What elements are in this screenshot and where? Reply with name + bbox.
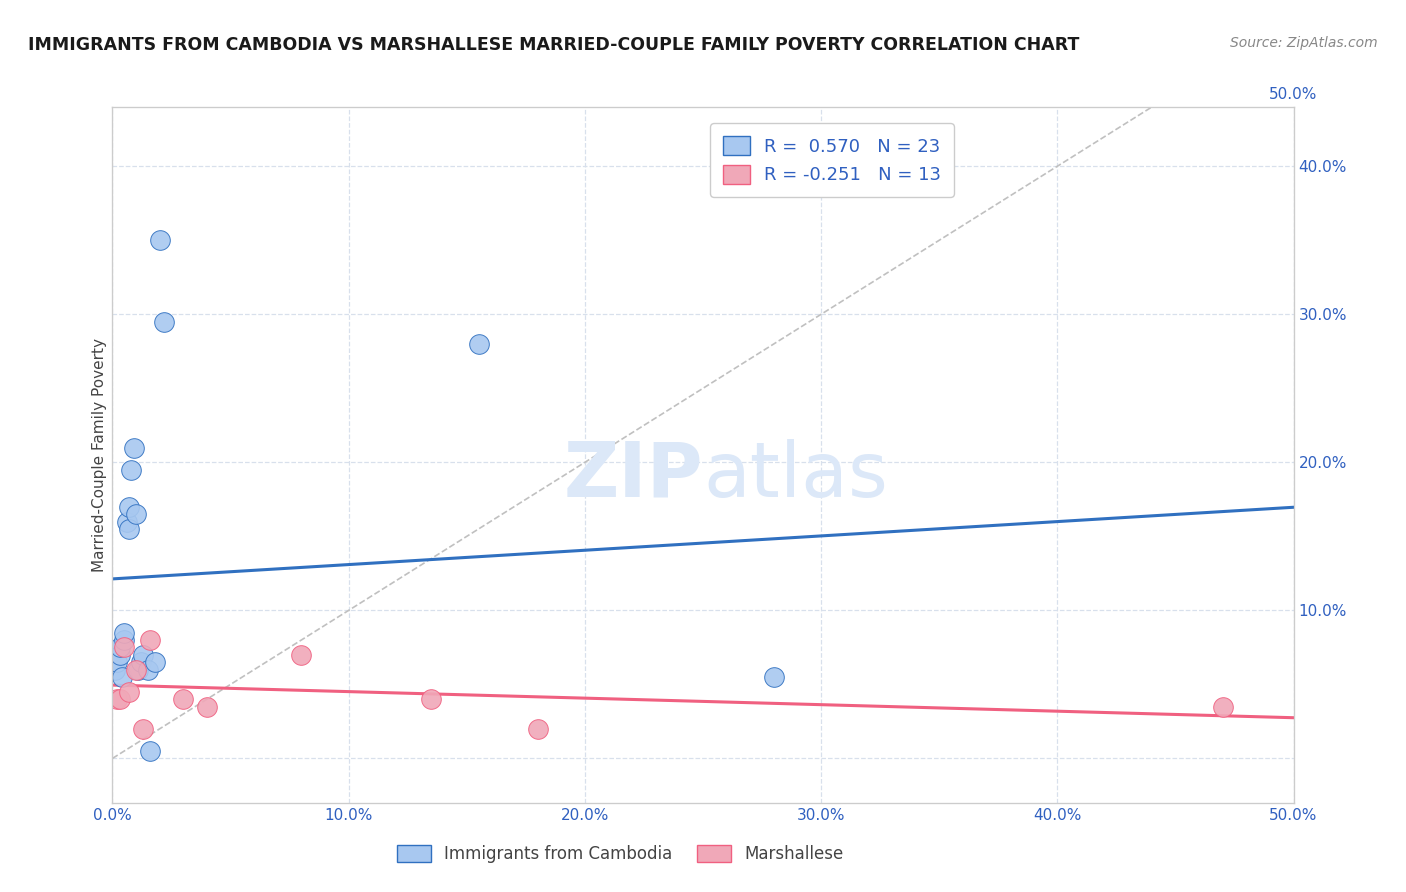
- Point: [149, 233, 172, 247]
- Point: [129, 655, 152, 669]
- Point: [111, 670, 134, 684]
- Point: [290, 648, 312, 662]
- Point: [172, 692, 194, 706]
- Text: IMMIGRANTS FROM CAMBODIA VS MARSHALLESE MARRIED-COUPLE FAMILY POVERTY CORRELATIO: IMMIGRANTS FROM CAMBODIA VS MARSHALLESE …: [28, 36, 1080, 54]
- Point: [108, 692, 131, 706]
- Point: [105, 692, 128, 706]
- Point: [467, 337, 489, 351]
- Point: [132, 722, 155, 736]
- Point: [112, 625, 135, 640]
- Point: [420, 692, 443, 706]
- Point: [132, 648, 155, 662]
- Point: [125, 507, 148, 521]
- Point: [118, 500, 141, 514]
- Point: [139, 632, 162, 647]
- Point: [1212, 699, 1234, 714]
- Point: [143, 655, 166, 669]
- Text: atlas: atlas: [703, 439, 887, 513]
- Point: [125, 663, 148, 677]
- Point: [112, 632, 135, 647]
- Point: [136, 663, 159, 677]
- Y-axis label: Married-Couple Family Poverty: Married-Couple Family Poverty: [91, 338, 107, 572]
- Text: Source: ZipAtlas.com: Source: ZipAtlas.com: [1230, 36, 1378, 50]
- Point: [112, 640, 135, 655]
- Point: [118, 685, 141, 699]
- Point: [195, 699, 218, 714]
- Point: [105, 655, 128, 669]
- Legend: Immigrants from Cambodia, Marshallese: Immigrants from Cambodia, Marshallese: [389, 836, 852, 871]
- Text: ZIP: ZIP: [564, 439, 703, 513]
- Point: [153, 315, 176, 329]
- Point: [526, 722, 548, 736]
- Point: [108, 640, 131, 655]
- Point: [762, 670, 785, 684]
- Point: [104, 663, 127, 677]
- Point: [118, 522, 141, 536]
- Point: [122, 441, 145, 455]
- Point: [120, 463, 142, 477]
- Point: [115, 515, 138, 529]
- Point: [127, 663, 149, 677]
- Point: [108, 648, 131, 662]
- Point: [139, 744, 162, 758]
